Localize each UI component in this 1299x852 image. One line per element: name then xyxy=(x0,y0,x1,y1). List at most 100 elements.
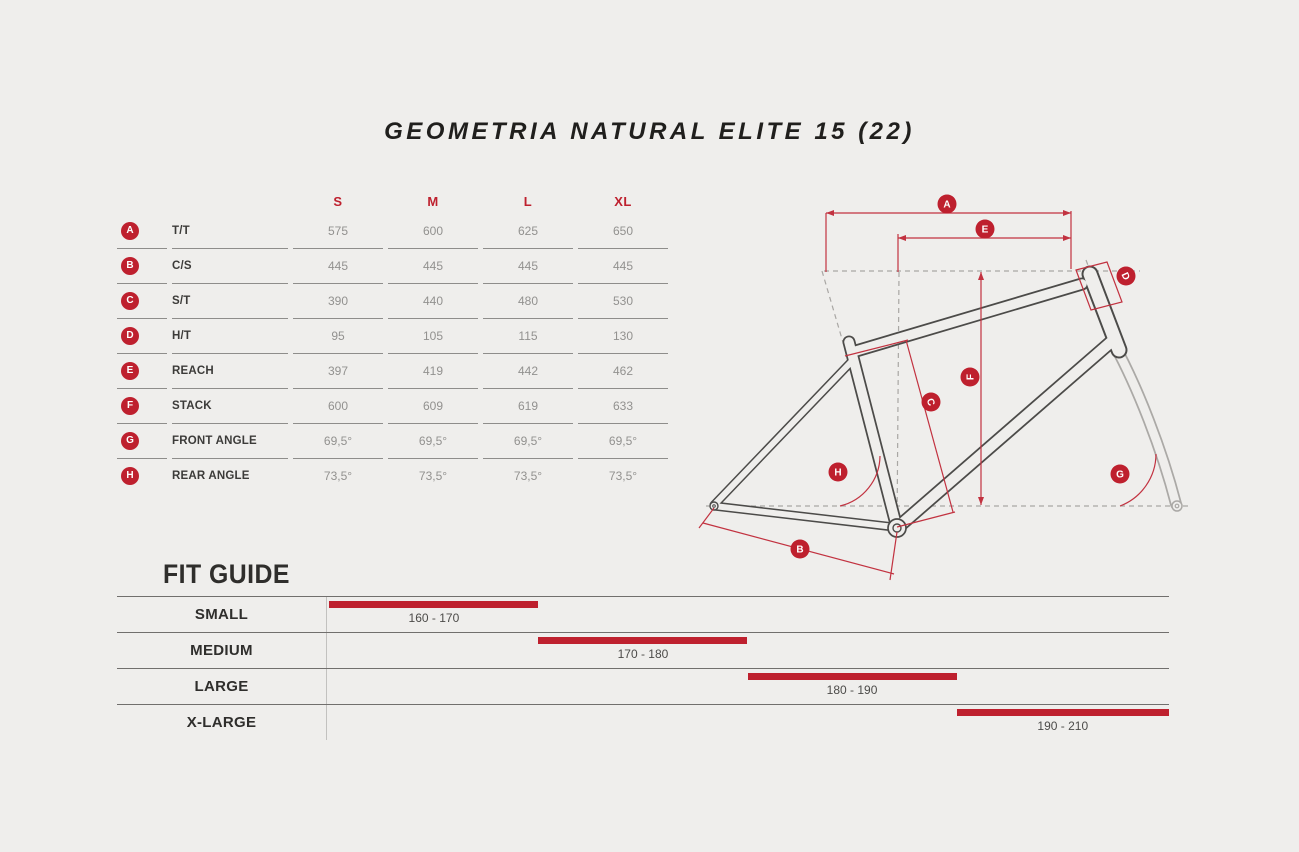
fit-track: 160 - 170 xyxy=(326,597,1169,632)
marker-badge-d: D xyxy=(1116,266,1136,286)
cell-value: 69,5° xyxy=(578,423,668,459)
page-title: GEOMETRIA NATURAL ELITE 15 (22) xyxy=(384,118,915,145)
fit-range-label: 170 - 180 xyxy=(617,647,669,661)
row-badge: H xyxy=(121,466,139,485)
front-axle xyxy=(1174,503,1180,509)
fit-track: 170 - 180 xyxy=(326,633,1169,668)
marker-badge-e: E xyxy=(975,219,995,239)
cell-value: 419 xyxy=(388,353,478,389)
row-badge: E xyxy=(121,361,139,380)
rear-dropout xyxy=(709,501,719,511)
table-row: G FRONT ANGLE 69,5° 69,5° 69,5° 69,5° xyxy=(117,423,673,459)
svg-text:A: A xyxy=(943,200,950,211)
row-badge: B xyxy=(121,256,139,275)
fit-guide-title: FIT GUIDE xyxy=(163,559,290,589)
cell-value: 397 xyxy=(293,353,383,389)
fit-range-bar xyxy=(956,709,1169,716)
cell-value: 530 xyxy=(578,283,668,319)
cell-value: 73,5° xyxy=(323,468,353,483)
cell-value: 69,5° xyxy=(483,423,573,459)
fit-range-bar xyxy=(538,637,748,644)
cell-value: 480 xyxy=(483,283,573,319)
fit-range-label: 190 - 210 xyxy=(1037,719,1089,733)
cell-value: 440 xyxy=(388,283,478,319)
column-header-xl: XL xyxy=(614,193,632,209)
cell-value: 69,5° xyxy=(293,423,383,459)
row-label: REACH xyxy=(172,364,214,377)
bottom-bracket xyxy=(887,518,907,538)
frame xyxy=(709,265,1128,535)
fit-guide-row: MEDIUM 170 - 180 xyxy=(117,632,1169,668)
table-row: E REACH 397 419 442 462 xyxy=(117,353,673,389)
row-label: FRONT ANGLE xyxy=(172,434,257,447)
cell-value: 73,5° xyxy=(418,468,448,483)
marker-badge-f: F xyxy=(960,367,980,387)
marker-badge-a: A xyxy=(937,194,957,214)
cell-value: 442 xyxy=(483,353,573,389)
row-label: H/T xyxy=(172,329,192,342)
row-label: S/T xyxy=(172,294,191,307)
fit-range-bar xyxy=(329,601,539,608)
table-row: F STACK 600 609 619 633 xyxy=(117,388,673,424)
fit-range-label: 180 - 190 xyxy=(826,683,878,697)
column-header-m: M xyxy=(427,193,439,209)
cell-value: 625 xyxy=(483,213,573,249)
fit-guide-table: SMALL 160 - 170 MEDIUM 170 - 180 LARGE 1… xyxy=(117,596,1169,740)
marker-badge-c: C xyxy=(921,392,941,412)
column-header-l: L xyxy=(523,193,533,209)
fit-size-label: LARGE xyxy=(194,678,249,695)
rear-axle xyxy=(712,504,716,508)
row-badge: A xyxy=(121,221,139,240)
svg-text:H: H xyxy=(834,468,841,479)
frame-geometry-diagram: A E D F C H G B xyxy=(698,194,1188,581)
marker-badge-h: H xyxy=(828,462,848,482)
dimension-arrows xyxy=(826,210,1071,505)
marker-badge-g: G xyxy=(1110,464,1130,484)
cell-value: 575 xyxy=(293,213,383,249)
row-label: C/S xyxy=(172,259,192,272)
svg-text:C: C xyxy=(924,397,937,408)
cell-value: 445 xyxy=(293,248,383,284)
cell-value: 130 xyxy=(578,318,668,354)
table-row: H REAR ANGLE 73,5° 73,5° 73,5° 73,5° xyxy=(117,458,673,493)
row-label: STACK xyxy=(172,399,212,412)
svg-text:D: D xyxy=(1119,271,1132,282)
marker-badge-b: B xyxy=(790,539,810,559)
cell-value: 95 xyxy=(293,318,383,354)
cell-value: 609 xyxy=(388,388,478,424)
cell-value: 600 xyxy=(388,213,478,249)
row-badge: G xyxy=(121,431,139,450)
geometry-table-header: S M L XL xyxy=(117,189,673,213)
front-dropout xyxy=(1171,500,1183,512)
fork xyxy=(1108,338,1182,510)
cell-value: 105 xyxy=(388,318,478,354)
svg-text:E: E xyxy=(982,225,989,236)
cell-value: 73,5° xyxy=(608,468,638,483)
cell-value: 73,5° xyxy=(513,468,543,483)
fit-track: 180 - 190 xyxy=(326,669,1169,704)
row-badge: C xyxy=(121,291,139,310)
column-header-s: S xyxy=(333,193,343,209)
fit-range-bar xyxy=(747,673,957,680)
fit-size-label: MEDIUM xyxy=(190,642,253,659)
table-row: A T/T 575 600 625 650 xyxy=(117,213,673,249)
table-row: C S/T 390 440 480 530 xyxy=(117,283,673,319)
cell-value: 619 xyxy=(483,388,573,424)
cell-value: 445 xyxy=(388,248,478,284)
cell-value: 445 xyxy=(483,248,573,284)
fit-guide-row: SMALL 160 - 170 xyxy=(117,596,1169,632)
fit-guide-row: X-LARGE 190 - 210 xyxy=(117,704,1169,740)
svg-text:G: G xyxy=(1116,470,1124,481)
row-badge: D xyxy=(121,326,139,345)
geometry-table: S M L XL A T/T 575 600 625 650 B C/S 445… xyxy=(117,189,673,493)
cell-value: 650 xyxy=(578,213,668,249)
fit-size-label: X-LARGE xyxy=(186,714,257,731)
fit-guide-row: LARGE 180 - 190 xyxy=(117,668,1169,704)
svg-text:B: B xyxy=(796,545,803,556)
cell-value: 633 xyxy=(578,388,668,424)
fit-track: 190 - 210 xyxy=(326,705,1169,740)
table-row: B C/S 445 445 445 445 xyxy=(117,248,673,284)
svg-text:F: F xyxy=(966,374,977,380)
cell-value: 390 xyxy=(293,283,383,319)
